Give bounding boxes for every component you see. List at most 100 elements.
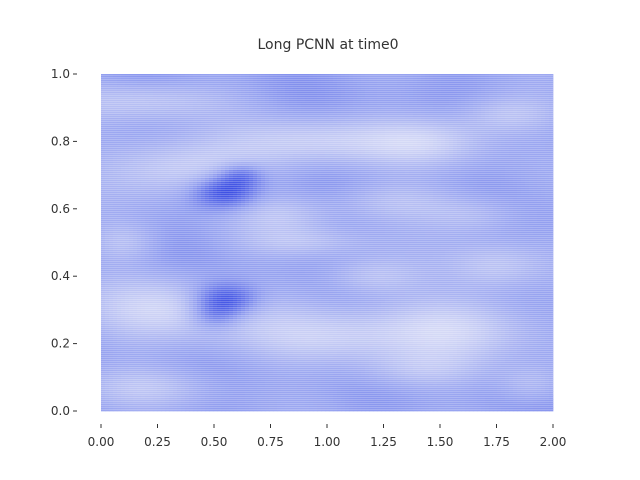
heatmap-cell bbox=[161, 138, 166, 143]
heatmap-cell bbox=[169, 134, 174, 139]
heatmap-cell bbox=[497, 138, 502, 143]
heatmap-cell bbox=[417, 210, 422, 215]
heatmap-cell bbox=[149, 74, 154, 79]
heatmap-cell bbox=[445, 182, 450, 187]
heatmap-cell bbox=[533, 166, 538, 171]
heatmap-cell bbox=[229, 90, 234, 95]
heatmap-cell bbox=[429, 102, 434, 107]
heatmap-cell bbox=[341, 98, 346, 103]
heatmap-cell bbox=[201, 90, 206, 95]
heatmap-cell bbox=[389, 134, 394, 139]
heatmap-cell bbox=[437, 154, 442, 159]
heatmap-cell bbox=[193, 102, 198, 107]
heatmap-cell bbox=[193, 170, 198, 175]
heatmap-cell bbox=[433, 90, 438, 95]
heatmap-cell bbox=[221, 234, 226, 239]
heatmap-cell bbox=[533, 210, 538, 215]
heatmap-cell bbox=[101, 150, 106, 155]
heatmap-cell bbox=[381, 94, 386, 99]
heatmap-cell bbox=[369, 138, 374, 143]
heatmap-cell bbox=[321, 74, 326, 79]
heatmap-cell bbox=[161, 78, 166, 83]
heatmap-cell bbox=[477, 190, 482, 195]
heatmap-cell bbox=[433, 170, 438, 175]
heatmap-cell bbox=[357, 198, 362, 203]
heatmap-cell bbox=[257, 162, 262, 167]
heatmap-cell bbox=[445, 174, 450, 179]
heatmap-cell bbox=[477, 130, 482, 135]
heatmap-cell bbox=[545, 102, 550, 107]
heatmap-cell bbox=[405, 210, 410, 215]
heatmap-cell bbox=[421, 110, 426, 115]
heatmap-cell bbox=[137, 126, 142, 131]
heatmap-cell bbox=[217, 94, 222, 99]
heatmap-cell bbox=[505, 106, 510, 111]
heatmap-cell bbox=[253, 158, 258, 163]
heatmap-cell bbox=[273, 134, 278, 139]
heatmap-cell bbox=[377, 118, 382, 123]
heatmap-cell bbox=[373, 134, 378, 139]
heatmap-cell bbox=[293, 90, 298, 95]
heatmap-cell bbox=[213, 146, 218, 151]
heatmap-cell bbox=[125, 214, 130, 219]
heatmap-cell bbox=[481, 182, 486, 187]
heatmap-cell bbox=[545, 190, 550, 195]
heatmap-cell bbox=[541, 86, 546, 91]
heatmap-cell bbox=[337, 118, 342, 123]
heatmap-cell bbox=[233, 194, 238, 199]
heatmap-cell bbox=[509, 90, 514, 95]
heatmap-cell bbox=[369, 74, 374, 79]
heatmap-cell bbox=[121, 206, 126, 211]
heatmap-cell bbox=[161, 86, 166, 91]
heatmap-cell bbox=[145, 174, 150, 179]
heatmap-cell bbox=[529, 202, 534, 207]
heatmap-cell bbox=[273, 138, 278, 143]
heatmap-cell bbox=[509, 186, 514, 191]
heatmap-cell bbox=[477, 214, 482, 219]
heatmap-cell bbox=[145, 226, 150, 231]
heatmap-cell bbox=[185, 146, 190, 151]
heatmap-cell bbox=[237, 86, 242, 91]
heatmap-cell bbox=[141, 246, 146, 251]
heatmap-cell bbox=[101, 126, 106, 131]
heatmap-cell bbox=[285, 182, 290, 187]
heatmap-cell bbox=[473, 134, 478, 139]
heatmap-cell bbox=[305, 98, 310, 103]
heatmap-cell bbox=[305, 190, 310, 195]
heatmap-cell bbox=[305, 114, 310, 119]
heatmap-cell bbox=[249, 162, 254, 167]
heatmap-cell bbox=[421, 202, 426, 207]
heatmap-cell bbox=[469, 154, 474, 159]
heatmap-cell bbox=[325, 98, 330, 103]
heatmap-cell bbox=[273, 186, 278, 191]
heatmap-cell bbox=[277, 94, 282, 99]
heatmap-cell bbox=[273, 126, 278, 131]
heatmap-cell bbox=[381, 122, 386, 127]
heatmap-cell bbox=[449, 226, 454, 231]
heatmap-cell bbox=[469, 138, 474, 143]
heatmap-cell bbox=[121, 230, 126, 235]
heatmap-cell bbox=[281, 106, 286, 111]
heatmap-cell bbox=[137, 78, 142, 83]
heatmap-cell bbox=[445, 130, 450, 135]
heatmap-cell bbox=[141, 142, 146, 147]
heatmap-cell bbox=[129, 182, 134, 187]
heatmap-cell bbox=[397, 198, 402, 203]
heatmap-cell bbox=[549, 198, 554, 203]
heatmap-cell bbox=[517, 74, 522, 79]
heatmap-cell bbox=[433, 198, 438, 203]
heatmap-cell bbox=[129, 142, 134, 147]
heatmap-cell bbox=[433, 242, 438, 247]
heatmap-cell bbox=[189, 106, 194, 111]
heatmap-cell bbox=[341, 154, 346, 159]
heatmap-cell bbox=[105, 150, 110, 155]
heatmap-cell bbox=[401, 90, 406, 95]
heatmap-cell bbox=[325, 222, 330, 227]
heatmap-cell bbox=[529, 90, 534, 95]
heatmap-cell bbox=[317, 182, 322, 187]
heatmap-cell bbox=[233, 218, 238, 223]
heatmap-cell bbox=[493, 186, 498, 191]
heatmap-cell bbox=[261, 106, 266, 111]
heatmap-cell bbox=[537, 218, 542, 223]
heatmap-cell bbox=[413, 226, 418, 231]
